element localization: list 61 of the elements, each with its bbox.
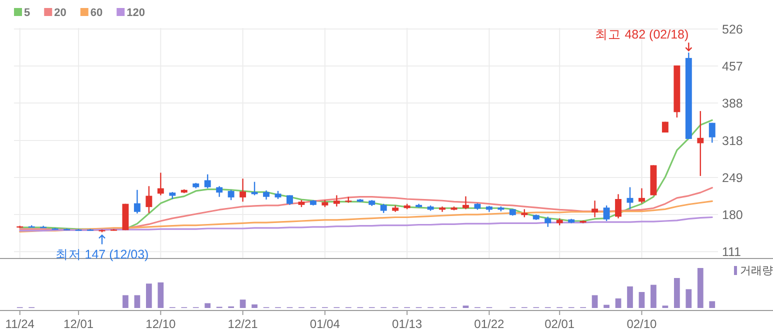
candlestick [157,172,164,196]
bar [686,289,692,308]
x-tick-label: 12/10 [146,317,176,331]
bar [674,278,680,308]
legend: 거래량 [734,265,773,277]
legend-label: 5 [24,7,30,19]
y-tick-label: 318 [722,134,743,148]
bar [615,298,622,308]
bar [638,292,645,308]
bar [592,295,598,308]
candlestick [708,122,716,144]
candlestick [146,186,152,214]
x-tick-label: 01/13 [392,317,422,331]
bar [146,284,152,308]
x-tick-label: 12/21 [228,317,258,331]
bar [158,282,164,308]
bar [240,300,246,308]
legend-label: 20 [54,7,66,19]
candlestick [544,216,552,228]
candlestick [333,194,340,208]
y-tick-label: 526 [722,22,743,36]
candlestick [603,204,610,222]
x-tick-label: 02/10 [626,317,658,331]
bar [650,284,656,308]
bar [252,304,258,308]
bar [697,268,704,308]
candlestick [592,200,598,218]
candlestick [251,181,258,196]
x-tick-label: 01/22 [474,317,505,331]
x-tick-label: 02/01 [544,317,575,331]
bar [709,301,716,308]
candlestick [380,203,387,214]
candlestick [134,189,140,214]
candlestick [228,189,234,201]
candlestick [626,186,634,210]
legend-label: 거래량 [740,265,773,277]
candlestick [263,190,270,200]
x-tick-label: 11/24 [5,317,35,331]
bar [122,295,128,308]
candlestick [204,174,211,189]
y-tick-label: 180 [722,208,743,222]
bar [627,286,633,308]
candlestick [462,196,469,210]
x-tick-label: 01/04 [310,317,340,331]
x-tick-label: 12/01 [64,317,94,331]
y-tick-label: 388 [722,96,743,111]
y-tick-label: 111 [722,245,742,260]
y-tick-label: 249 [722,171,743,186]
annotation: 최고 482 (02/18) [595,28,689,42]
bar [604,304,610,308]
candlestick [638,188,645,204]
bar [204,303,211,308]
candlestick [240,178,246,202]
legend-label: 120 [126,7,145,19]
candlestick [697,110,704,177]
legend-label: 60 [90,7,103,19]
candlestick [615,194,622,219]
annotation: 최저 147 (12/03) [55,247,149,262]
candlestick [216,186,223,198]
y-tick-label: 457 [722,60,743,74]
bar [134,295,140,308]
